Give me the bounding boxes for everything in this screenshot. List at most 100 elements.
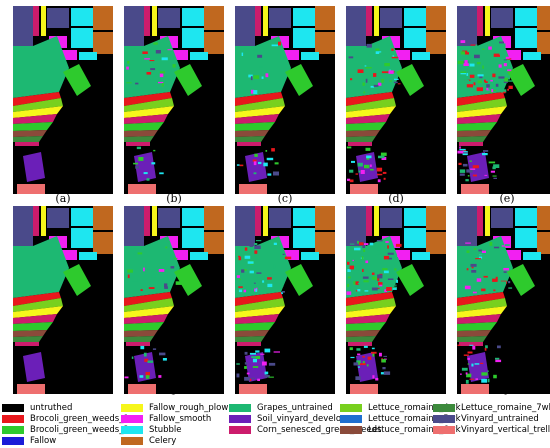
misclassified-pixels bbox=[370, 85, 375, 88]
panel-b-map bbox=[124, 6, 224, 194]
misclassified-pixels bbox=[361, 86, 369, 90]
misclassified-pixels bbox=[133, 162, 138, 165]
misclassified-pixels bbox=[363, 345, 368, 348]
misclassified-pixels bbox=[175, 281, 182, 285]
legend-item-brocoli-2: Brocoli_green_weeds_2 bbox=[2, 424, 129, 436]
panel-h-map bbox=[235, 206, 335, 394]
misclassified-pixels bbox=[145, 372, 150, 376]
fallow-rough-strip-b bbox=[346, 106, 396, 118]
misclassified-pixels bbox=[383, 355, 387, 357]
misclassified-pixels bbox=[469, 160, 472, 162]
misclassified-pixels bbox=[485, 345, 488, 349]
legend-label: Brocoli_green_weeds_2 bbox=[30, 425, 129, 435]
misclassified-pixels bbox=[475, 378, 478, 380]
stubble-field-c bbox=[412, 252, 430, 260]
misclassified-pixels bbox=[492, 175, 497, 177]
vinyard-field-a bbox=[491, 208, 513, 228]
fallow-rough-strip bbox=[263, 6, 268, 36]
misclassified-pixels bbox=[373, 73, 377, 77]
vinyard-untrained-region bbox=[457, 206, 477, 246]
lettuce-7wk-strip bbox=[457, 136, 487, 142]
legend-item-corn-senesced: Corn_senesced_green_weeds bbox=[229, 424, 381, 436]
misclassified-pixels bbox=[137, 252, 143, 255]
lettuce-4wk-strip bbox=[13, 98, 63, 112]
misclassified-pixels bbox=[503, 271, 507, 273]
misclassified-pixels bbox=[499, 52, 504, 55]
misclassified-pixels bbox=[467, 357, 470, 360]
misclassified-pixels bbox=[377, 82, 382, 86]
misclassified-pixels bbox=[372, 375, 375, 379]
legend-label: Fallow_smooth bbox=[149, 414, 212, 424]
misclassified-pixels bbox=[159, 71, 166, 74]
misclassified-pixels bbox=[482, 65, 484, 69]
misclassified-pixels bbox=[244, 362, 248, 365]
misclassified-pixels bbox=[253, 161, 257, 166]
misclassified-pixels bbox=[371, 272, 375, 275]
misclassified-pixels bbox=[348, 56, 354, 59]
misclassified-pixels bbox=[263, 162, 268, 167]
misclassified-pixels bbox=[392, 286, 397, 290]
misclassified-pixels bbox=[236, 164, 240, 166]
vinyard-trellis-field bbox=[17, 184, 45, 194]
misclassified-pixels bbox=[253, 90, 258, 94]
legend-swatch bbox=[229, 415, 251, 423]
misclassified-pixels bbox=[469, 63, 475, 67]
brocoli-field bbox=[396, 64, 424, 96]
misclassified-pixels bbox=[472, 345, 476, 350]
legend-swatch bbox=[121, 404, 143, 412]
classification-map bbox=[457, 6, 550, 194]
classification-map bbox=[13, 6, 113, 194]
misclassified-pixels bbox=[254, 250, 258, 254]
misclassified-pixels bbox=[251, 377, 255, 379]
corn-strip-c bbox=[126, 142, 150, 146]
misclassified-pixels bbox=[495, 357, 500, 360]
misclassified-pixels bbox=[460, 373, 462, 375]
misclassified-pixels bbox=[500, 281, 506, 285]
misclassified-pixels bbox=[486, 87, 490, 91]
misclassified-pixels bbox=[363, 91, 366, 94]
misclassified-pixels bbox=[250, 76, 253, 81]
misclassified-pixels bbox=[235, 288, 242, 292]
legend-item-celery: Celery bbox=[121, 435, 176, 447]
misclassified-pixels bbox=[359, 242, 364, 246]
misclassified-pixels bbox=[365, 147, 371, 151]
misclassified-pixels bbox=[502, 77, 505, 81]
misclassified-pixels bbox=[457, 344, 461, 346]
misclassified-pixels bbox=[267, 173, 272, 176]
stubble-field-b bbox=[404, 28, 426, 48]
misclassified-pixels bbox=[127, 274, 130, 279]
misclassified-pixels bbox=[266, 157, 274, 161]
vinyard-field-a bbox=[47, 8, 69, 28]
stubble-field-c bbox=[523, 252, 541, 260]
legend-item-untruthed: untruthed bbox=[2, 402, 72, 414]
misclassified-pixels bbox=[347, 269, 351, 272]
panel-j-label: (j) bbox=[501, 382, 513, 395]
misclassified-pixels bbox=[236, 373, 240, 378]
celery-field-b bbox=[426, 232, 446, 254]
misclassified-pixels bbox=[164, 286, 168, 289]
misclassified-pixels bbox=[239, 164, 244, 167]
fallow-rough-strip bbox=[374, 206, 379, 236]
misclassified-pixels bbox=[378, 155, 385, 159]
misclassified-pixels bbox=[503, 43, 506, 48]
misclassified-pixels bbox=[379, 284, 383, 287]
corn-strip bbox=[33, 6, 39, 36]
legend-label: Soil_vinyard_develop bbox=[257, 414, 347, 424]
misclassified-pixels bbox=[150, 68, 156, 71]
legend-swatch bbox=[433, 415, 455, 423]
misclassified-pixels bbox=[507, 88, 509, 91]
legend-swatch bbox=[121, 415, 143, 423]
corn-strip-b bbox=[13, 114, 57, 124]
stubble-field-a bbox=[71, 8, 93, 26]
misclassified-pixels bbox=[271, 148, 275, 152]
misclassified-pixels bbox=[389, 80, 392, 82]
misclassified-pixels bbox=[388, 257, 392, 260]
misclassified-pixels bbox=[381, 359, 386, 363]
misclassified-pixels bbox=[486, 84, 490, 88]
misclassified-pixels bbox=[465, 179, 469, 182]
stubble-field-b bbox=[515, 28, 537, 48]
lettuce-4wk-strip bbox=[457, 298, 507, 312]
misclassified-pixels bbox=[503, 91, 506, 94]
misclassified-pixels bbox=[170, 267, 174, 272]
legend-label: Brocoli_green_weeds_1 bbox=[30, 414, 129, 424]
